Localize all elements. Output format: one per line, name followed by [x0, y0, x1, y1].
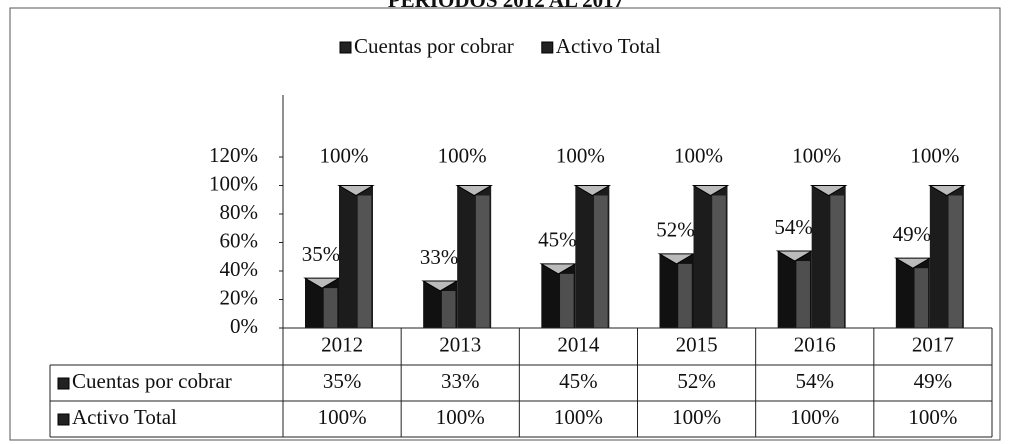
table-category: 2017: [912, 332, 954, 356]
legend-swatch: [541, 41, 554, 54]
table-cell: 100%: [436, 405, 485, 429]
table-cell: 100%: [318, 405, 367, 429]
chart-title: PERIODOS 2012 AL 2017: [388, 0, 624, 12]
bar-shade: [796, 261, 810, 328]
data-label: 100%: [792, 143, 841, 167]
legend-swatch: [339, 41, 352, 54]
table-cell: 35%: [323, 369, 362, 393]
y-tick-label: 20%: [220, 285, 259, 309]
bar-top: [337, 185, 375, 197]
table-row-label: Cuentas por cobrar: [72, 369, 232, 393]
data-label: 54%: [774, 215, 813, 239]
data-label: 45%: [538, 228, 577, 252]
bar-shade: [830, 195, 844, 328]
table-cell: 54%: [796, 369, 835, 393]
legend-label: Activo Total: [556, 34, 661, 58]
data-label: 100%: [674, 143, 723, 167]
data-label: 52%: [656, 218, 695, 242]
y-tick-label: 0%: [230, 314, 258, 338]
data-label: 33%: [420, 245, 459, 269]
table-category: 2015: [676, 332, 718, 356]
table-swatch: [57, 413, 70, 426]
bar-shade: [594, 195, 608, 328]
chart-border: [9, 7, 1001, 441]
data-label: 35%: [302, 242, 341, 266]
bar-shade: [357, 195, 372, 328]
y-tick-label: 80%: [220, 200, 259, 224]
bar-shade: [948, 195, 963, 328]
table-cell: 33%: [441, 369, 480, 393]
bar-shade: [475, 195, 490, 328]
table-category: 2012: [321, 332, 363, 356]
bar-shade: [323, 288, 338, 328]
data-label: 100%: [910, 143, 959, 167]
y-tick-label: 100%: [209, 171, 258, 195]
bar-shade: [678, 263, 692, 328]
bar-top: [539, 263, 578, 275]
bar-top: [927, 185, 966, 197]
bar-top: [809, 185, 848, 197]
bar-top: [893, 257, 932, 269]
table-category: 2016: [794, 332, 836, 356]
bar-top: [657, 253, 696, 265]
table-cell: 100%: [672, 405, 721, 429]
bar-shade: [560, 273, 574, 328]
data-label: 100%: [556, 143, 605, 167]
table-cell: 100%: [554, 405, 603, 429]
legend-label: Cuentas por cobrar: [354, 34, 514, 58]
bar-top: [421, 280, 460, 292]
bar-shade: [712, 195, 726, 328]
y-tick-label: 120%: [209, 143, 258, 167]
table-cell: 100%: [908, 405, 957, 429]
table-category: 2014: [557, 332, 600, 356]
bar-top: [691, 185, 730, 197]
bar-shade: [914, 268, 929, 328]
bar-top: [573, 185, 612, 197]
table-category: 2013: [439, 332, 481, 356]
table-swatch: [57, 377, 70, 390]
table-cell: 100%: [790, 405, 839, 429]
data-label: 100%: [320, 143, 369, 167]
bar-top: [455, 185, 494, 197]
bar-shade: [441, 290, 456, 328]
data-label: 100%: [438, 143, 487, 167]
table-cell: 45%: [559, 369, 598, 393]
y-tick-label: 40%: [220, 257, 259, 281]
table-cell: 52%: [677, 369, 716, 393]
table-row-label: Activo Total: [72, 405, 177, 429]
data-label: 49%: [893, 222, 932, 246]
y-tick-label: 60%: [220, 228, 259, 252]
bar-top: [303, 277, 341, 289]
table-cell: 49%: [914, 369, 953, 393]
bar-top: [775, 250, 814, 262]
